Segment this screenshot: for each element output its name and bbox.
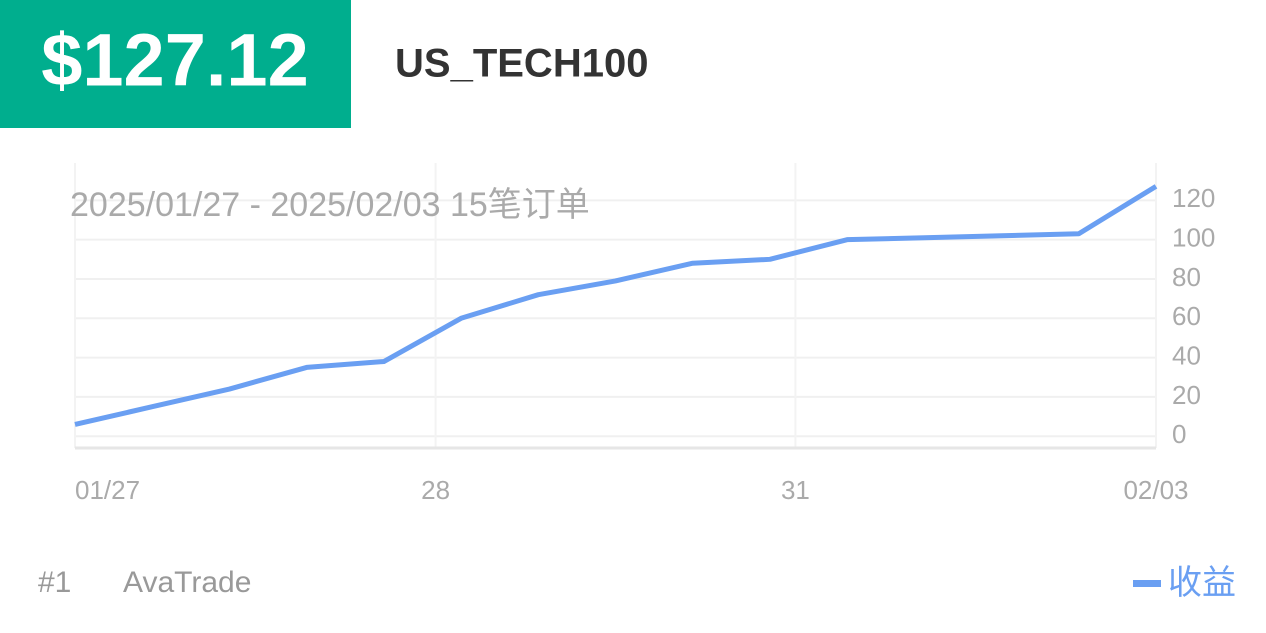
- y-tick-label: 80: [1172, 262, 1201, 292]
- rank: #1: [38, 566, 71, 599]
- y-tick-label: 60: [1172, 301, 1201, 331]
- legend-swatch: [1133, 580, 1161, 587]
- broker: AvaTrade: [123, 566, 251, 599]
- y-tick-label: 20: [1172, 380, 1201, 410]
- x-tick-label: 01/27: [75, 475, 140, 505]
- y-tick-label: 40: [1172, 340, 1201, 370]
- legend-label: 收益: [1168, 564, 1236, 602]
- x-tick-label: 31: [781, 475, 810, 505]
- amount-badge: [0, 0, 351, 128]
- x-tick-label: 02/03: [1123, 475, 1188, 505]
- line-series: [74, 184, 1158, 427]
- x-tick-label: 28: [421, 475, 450, 505]
- chart: 0 20 40 60 80 100 120 01/27 28 31 02/03 2025/01/27 …: [70, 163, 1236, 602]
- y-tick-label: 100: [1172, 223, 1215, 253]
- y-tick-label: 120: [1172, 183, 1215, 213]
- symbol: US_TECH100: [395, 42, 648, 86]
- y-tick-label: 0: [1172, 419, 1186, 449]
- chart-subtitle: 2025/01/27 - 2025/02/03 15笔订单: [70, 186, 590, 224]
- amount: $127.12: [41, 19, 309, 102]
